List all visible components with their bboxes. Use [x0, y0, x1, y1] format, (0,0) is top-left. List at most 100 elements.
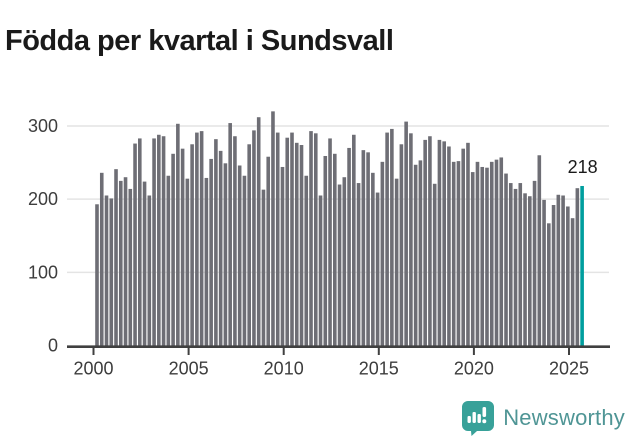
bar: [309, 131, 313, 346]
brand-name: Newsworthy: [503, 404, 625, 430]
bar: [494, 159, 499, 346]
bar: [394, 178, 399, 346]
bar: [204, 177, 209, 346]
bar: [356, 183, 361, 346]
bar: [371, 172, 375, 346]
bar: [532, 180, 537, 346]
bar: [242, 175, 247, 346]
bar: [109, 198, 114, 346]
bar: [347, 147, 351, 346]
bar: [570, 218, 575, 346]
bar: [551, 205, 556, 346]
bar: [195, 132, 199, 346]
x-tick-label-2025: 2025: [549, 359, 589, 379]
highlighted-bar: [580, 185, 584, 346]
bar: [575, 188, 580, 346]
bar: [475, 161, 480, 346]
bar: [528, 196, 532, 346]
bar: [237, 165, 242, 346]
bar: [323, 155, 328, 346]
bar: [556, 194, 561, 346]
bar: [385, 132, 389, 346]
bar: [161, 136, 166, 346]
bar: [157, 134, 161, 346]
newsworthy-logo-icon: [462, 401, 495, 436]
bar: [304, 175, 309, 346]
bar: [104, 195, 109, 346]
bar: [561, 195, 565, 346]
bar: [442, 141, 446, 346]
bar: [342, 177, 347, 346]
bar: [138, 138, 142, 346]
bar: [480, 166, 485, 346]
bar: [390, 128, 394, 346]
bar: [275, 132, 280, 346]
bar: [461, 148, 466, 346]
bar: [133, 143, 137, 346]
bar: [290, 132, 294, 346]
bar: [285, 137, 290, 346]
bar: [228, 123, 232, 346]
bar: [190, 144, 194, 346]
bar: [456, 161, 461, 346]
bar: [185, 178, 190, 346]
bar: [547, 223, 551, 346]
bar: [523, 193, 527, 346]
y-tick-label-100: 100: [28, 262, 58, 282]
bar: [518, 183, 523, 346]
bar: [247, 144, 251, 346]
bar: [318, 195, 323, 346]
bar: [171, 153, 175, 346]
bar: [266, 156, 271, 346]
y-tick-label-0: 0: [48, 336, 58, 356]
bar: [128, 188, 133, 346]
bar: [409, 133, 413, 346]
bar: [432, 183, 437, 346]
bar: [252, 130, 256, 346]
bar: [418, 160, 423, 346]
bar: [366, 152, 370, 346]
bar: [542, 199, 546, 346]
bar: [375, 192, 380, 346]
bar: [176, 123, 180, 346]
x-tick-label-2020: 2020: [454, 359, 494, 379]
bar: [256, 117, 261, 346]
bar: [166, 175, 171, 346]
last-value-label: 218: [568, 157, 598, 177]
bar: [451, 161, 456, 346]
x-tick-label-2005: 2005: [169, 359, 209, 379]
bar: [513, 188, 518, 346]
bar: [147, 195, 152, 346]
bar: [99, 172, 104, 346]
bar: [123, 177, 128, 346]
bar: [399, 144, 404, 346]
bar: [299, 145, 304, 346]
bar: [261, 189, 266, 346]
bar: [499, 157, 504, 346]
bar: [437, 139, 442, 346]
bar: [214, 139, 218, 346]
bar: [118, 180, 123, 346]
newsworthy-brand: Newsworthy: [459, 399, 625, 436]
x-tick-label-2000: 2000: [73, 359, 113, 379]
bar: [152, 138, 156, 346]
bar: [404, 121, 408, 346]
x-tick-label-2015: 2015: [359, 359, 399, 379]
bar: [142, 181, 147, 346]
bar: [380, 161, 385, 346]
bar: [95, 204, 99, 346]
page-title: Födda per kvartal i Sundsvall: [5, 25, 394, 58]
bar: [271, 111, 275, 346]
bar: [428, 136, 432, 346]
bar: [508, 183, 513, 346]
y-tick-label-300: 300: [28, 116, 58, 136]
bar: [313, 133, 318, 346]
bar: [180, 148, 185, 346]
bar: [504, 173, 508, 346]
bar: [470, 172, 475, 346]
bar: [199, 131, 204, 346]
bar: [333, 153, 337, 346]
bar: [114, 169, 118, 346]
